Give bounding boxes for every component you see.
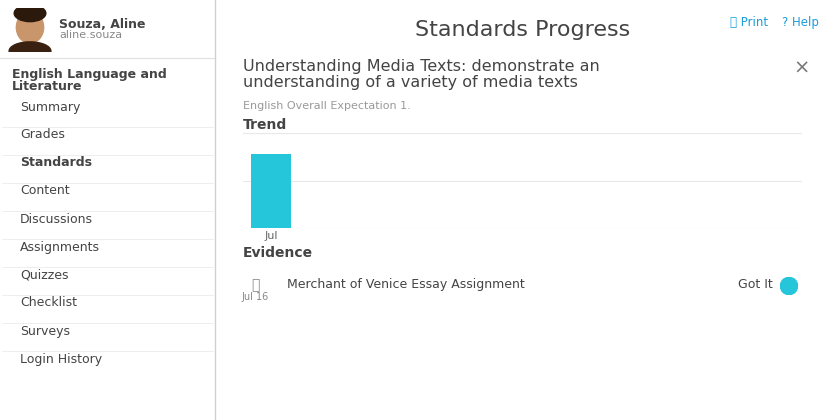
Text: Evidence: Evidence — [243, 246, 313, 260]
Text: Content: Content — [20, 184, 70, 197]
Text: Grades: Grades — [20, 129, 65, 142]
Text: Discussions: Discussions — [20, 213, 93, 226]
Text: Standards: Standards — [20, 157, 92, 170]
Circle shape — [780, 277, 798, 295]
Text: aline.souza: aline.souza — [59, 30, 122, 40]
Text: Souza, Aline: Souza, Aline — [59, 18, 145, 31]
Text: Surveys: Surveys — [20, 325, 70, 338]
Ellipse shape — [9, 42, 51, 60]
Text: Checklist: Checklist — [20, 297, 77, 310]
Bar — [251, 154, 290, 228]
Text: ×: × — [793, 59, 810, 78]
Text: Standards Progress: Standards Progress — [415, 20, 630, 40]
Text: Got It: Got It — [738, 278, 773, 291]
Text: English Overall Expectation 1.: English Overall Expectation 1. — [243, 101, 411, 111]
Text: Login History: Login History — [20, 352, 102, 365]
Text: Merchant of Venice Essay Assignment: Merchant of Venice Essay Assignment — [287, 278, 525, 291]
Text: ⎙ Print: ⎙ Print — [730, 16, 768, 29]
Text: Jul 16: Jul 16 — [242, 292, 269, 302]
Text: Trend: Trend — [243, 118, 287, 132]
Text: 📄: 📄 — [251, 278, 259, 292]
Text: English Language and: English Language and — [12, 68, 167, 81]
Text: ? Help: ? Help — [782, 16, 819, 29]
Ellipse shape — [17, 11, 44, 43]
Text: Assignments: Assignments — [20, 241, 100, 254]
Ellipse shape — [14, 5, 46, 22]
Text: Quizzes: Quizzes — [20, 268, 69, 281]
Text: Understanding Media Texts: demonstrate an: Understanding Media Texts: demonstrate a… — [243, 59, 600, 74]
Text: Summary: Summary — [20, 100, 81, 113]
Text: Literature: Literature — [12, 80, 82, 93]
Text: understanding of a variety of media texts: understanding of a variety of media text… — [243, 75, 578, 90]
